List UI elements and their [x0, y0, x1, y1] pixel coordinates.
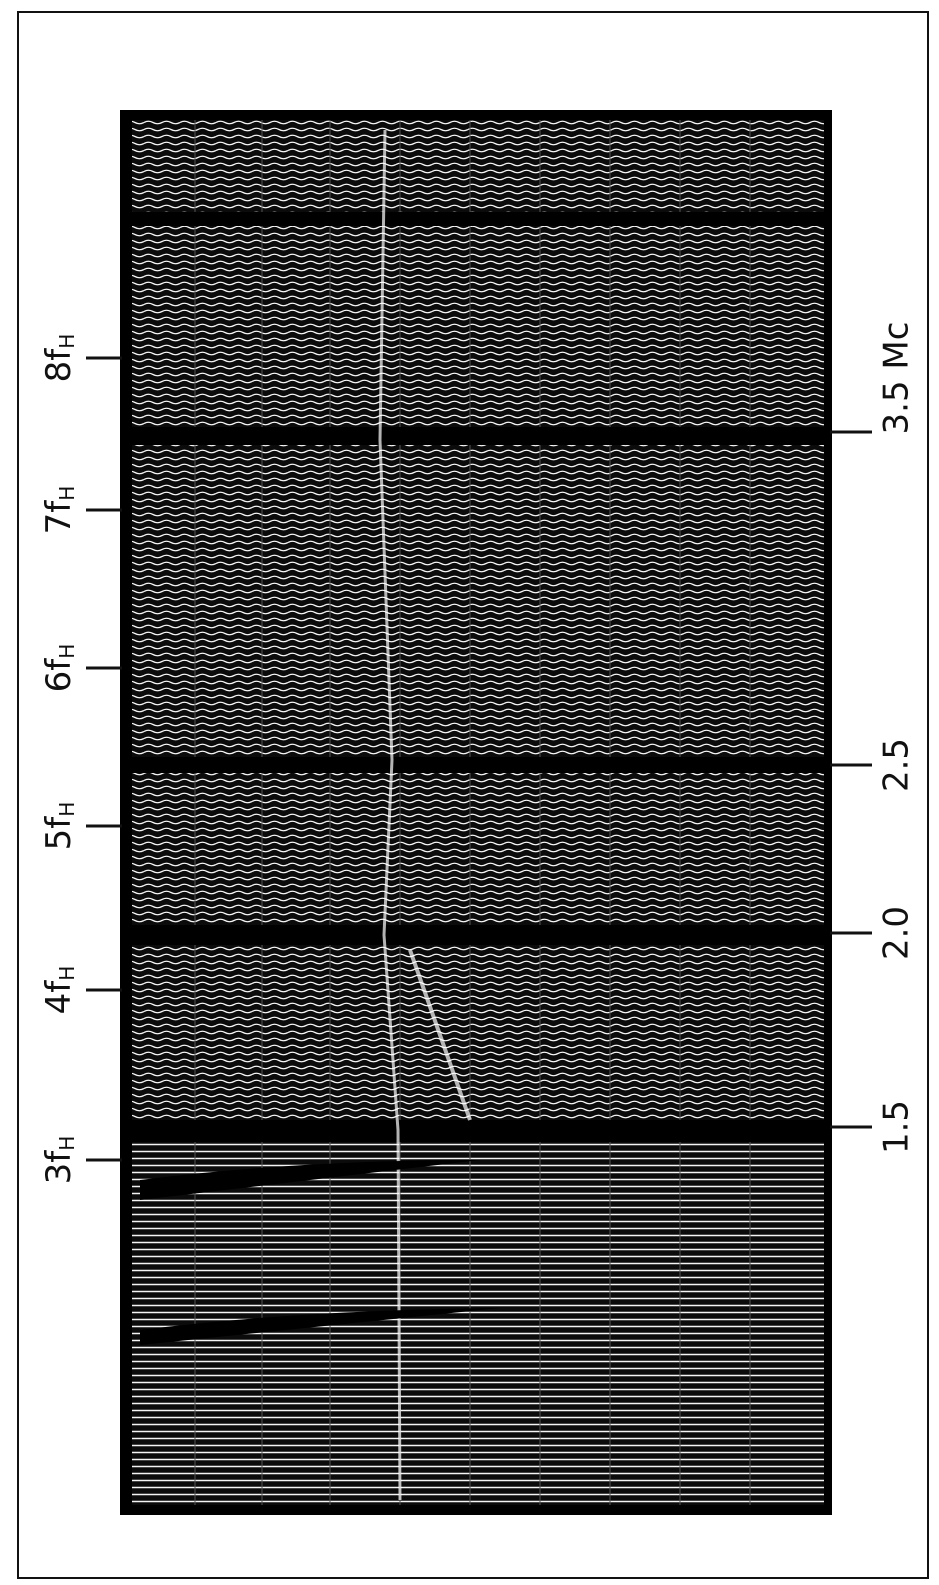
harmonic-label: 6fH [39, 644, 79, 693]
harmonic-sub: H [55, 1136, 79, 1151]
harmonic-sub: H [55, 644, 79, 659]
harmonic-text: 7f [39, 500, 79, 535]
harmonic-label: 3fH [39, 1136, 79, 1185]
harmonic-sub: H [55, 802, 79, 817]
harmonic-text: 3f [39, 1150, 79, 1185]
harmonic-text: 4f [39, 980, 79, 1015]
band [130, 1120, 830, 1142]
harmonic-text: 6f [39, 658, 79, 693]
frequency-label: 2.5 [877, 738, 917, 792]
frequency-label: 1.5 [877, 1100, 917, 1154]
spectrum-pattern [132, 120, 824, 1140]
harmonic-label: 7fH [39, 486, 79, 535]
harmonic-sub: H [55, 966, 79, 981]
band [130, 925, 830, 945]
vertical-grid [194, 120, 751, 1505]
band [130, 212, 830, 226]
frequency-label: 2.0 [877, 906, 917, 960]
trace [408, 949, 472, 1121]
dark-bands [130, 212, 830, 1142]
frequency-label: 3.5 Mc [877, 322, 917, 435]
harmonic-label: 4fH [39, 966, 79, 1015]
trace [378, 129, 402, 1501]
dark-streak [140, 1160, 500, 1345]
harmonic-text: 5f [39, 816, 79, 851]
harmonic-label: 8fH [39, 334, 79, 383]
band [130, 427, 830, 445]
harmonic-text: 8f [39, 348, 79, 383]
harmonic-sub: H [55, 486, 79, 501]
harmonic-label: 5fH [39, 802, 79, 851]
band [130, 757, 830, 773]
harmonic-sub: H [55, 334, 79, 349]
